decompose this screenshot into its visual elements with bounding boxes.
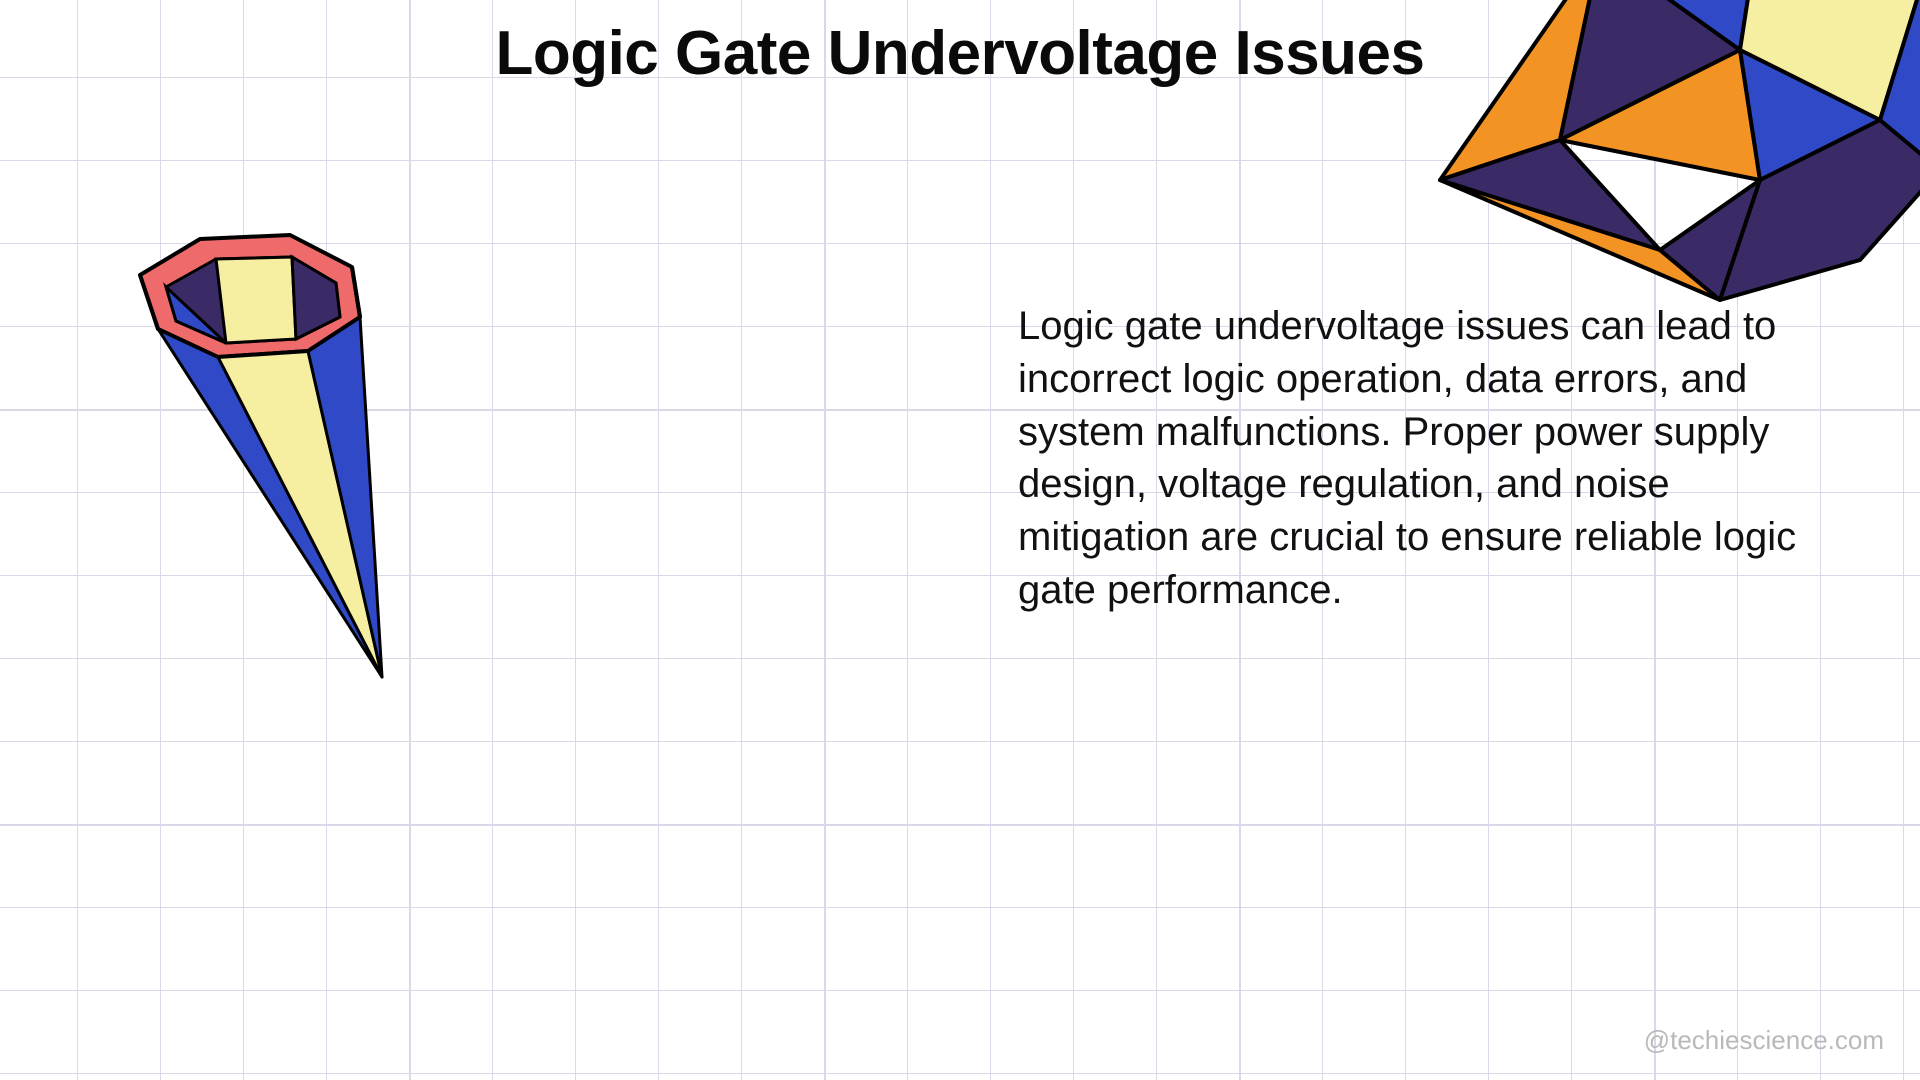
attribution-text: @techiescience.com <box>1644 1025 1884 1056</box>
faceted-gem-icon <box>1400 0 1920 365</box>
faceted-cone-icon <box>80 225 420 700</box>
